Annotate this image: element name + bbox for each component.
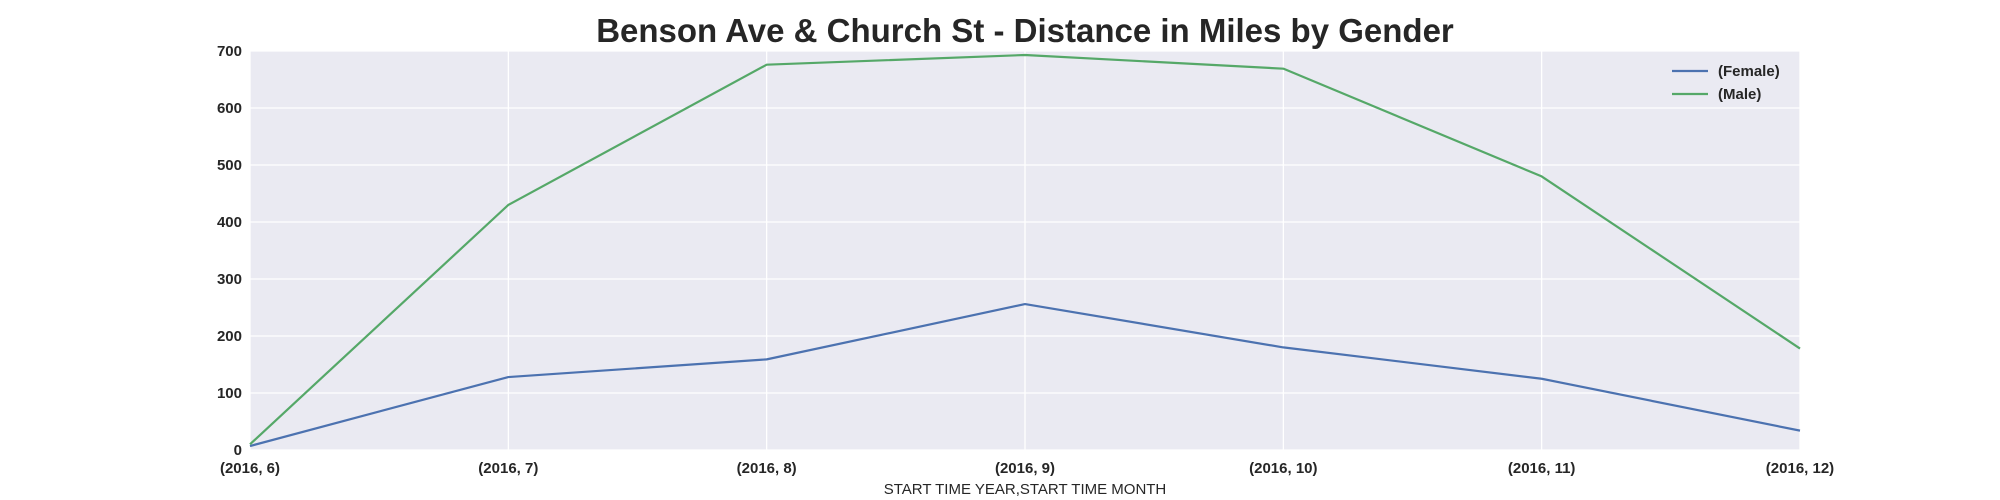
x-tick-label: (2016, 7) <box>478 460 538 477</box>
y-gridlines <box>250 50 1800 451</box>
y-tick-label: 700 <box>217 43 242 60</box>
y-tick-label: 600 <box>217 100 242 117</box>
y-tick-labels: 0 100 200 300 400 500 600 700 <box>217 43 242 459</box>
y-tick-label: 500 <box>217 157 242 174</box>
legend-label: (Female) <box>1718 63 1780 80</box>
series-line <box>249 53 1801 446</box>
x-tick-label: (2016, 10) <box>1249 460 1317 477</box>
y-tick-label: 100 <box>217 385 242 402</box>
x-tick-label: (2016, 12) <box>1766 460 1834 477</box>
x-tick-label: (2016, 8) <box>737 460 797 477</box>
series-layer <box>249 53 1801 448</box>
legend-label: (Male) <box>1718 86 1761 103</box>
y-tick-label: 300 <box>217 271 242 288</box>
x-axis-label: START TIME YEAR,START TIME MONTH <box>884 481 1167 498</box>
y-tick-label: 0 <box>234 442 242 459</box>
x-tick-label: (2016, 6) <box>220 460 280 477</box>
x-gridlines <box>249 51 1801 450</box>
x-tick-labels: (2016, 6) (2016, 7) (2016, 8) (2016, 9) (201… <box>220 460 1834 477</box>
x-tick-label: (2016, 11) <box>1508 460 1576 477</box>
y-tick-label: 200 <box>217 328 242 345</box>
series-line <box>249 302 1801 448</box>
y-tick-label: 400 <box>217 214 242 231</box>
x-tick-label: (2016, 9) <box>995 460 1055 477</box>
legend: (Female) (Male) <box>1672 63 1780 103</box>
chart-title: Benson Ave & Church St - Distance in Mil… <box>596 12 1454 49</box>
